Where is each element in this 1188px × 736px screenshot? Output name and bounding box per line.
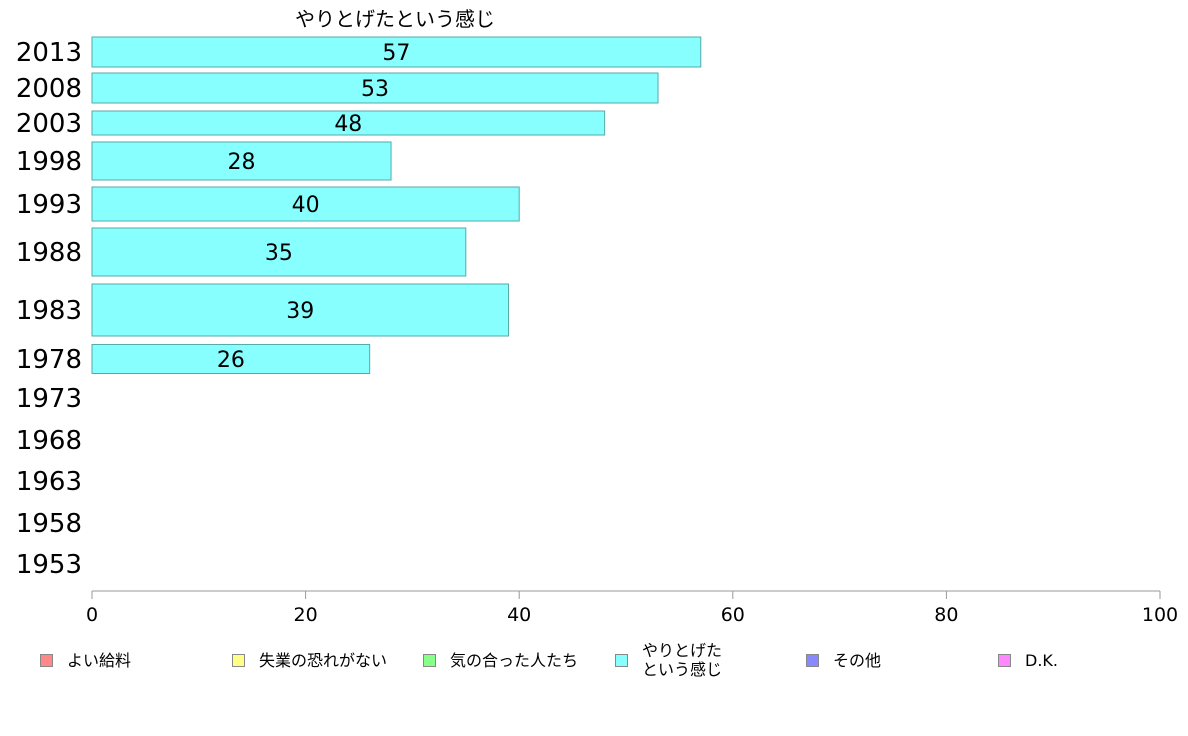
y-tick-label: 1998 bbox=[16, 147, 82, 177]
legend-swatch bbox=[232, 654, 245, 667]
legend-label: 気の合った人たち bbox=[450, 651, 579, 670]
legend-swatch bbox=[615, 653, 628, 667]
y-tick-label: 1983 bbox=[16, 296, 82, 326]
x-tick-label: 40 bbox=[507, 604, 531, 626]
x-tick-label: 100 bbox=[1142, 604, 1178, 626]
bar bbox=[91, 36, 702, 68]
bar-value-label: 57 bbox=[382, 41, 410, 66]
y-tick-label: 1993 bbox=[16, 190, 82, 220]
bar bbox=[91, 227, 467, 277]
bar-value-label: 40 bbox=[292, 193, 320, 218]
legend-swatch bbox=[40, 654, 53, 667]
x-tick-label: 60 bbox=[721, 604, 745, 626]
y-tick-label: 2008 bbox=[16, 74, 82, 104]
legend-item: 失業の恐れがない bbox=[232, 651, 387, 670]
y-tick-label: 1963 bbox=[16, 467, 82, 497]
bar-chart: やりとげたという感じ 57 53 48 28 40 35 39 26 2013 2008 2003… bbox=[16, 7, 1178, 626]
bar-value-label: 35 bbox=[265, 241, 293, 266]
legend-label: D.K. bbox=[1025, 651, 1058, 670]
legend-label: 失業の恐れがない bbox=[259, 651, 388, 670]
bar bbox=[91, 110, 606, 136]
bar-value-label: 53 bbox=[361, 77, 389, 102]
y-tick-label: 1958 bbox=[16, 509, 82, 539]
legend-label: その他 bbox=[833, 651, 882, 670]
bar-value-label: 48 bbox=[334, 112, 362, 137]
bar bbox=[91, 283, 510, 337]
legend-item: やりとげた という感じ bbox=[615, 641, 722, 679]
legend-swatch bbox=[998, 654, 1011, 667]
legend-item: その他 bbox=[806, 651, 881, 670]
y-tick-label: 2003 bbox=[16, 109, 82, 139]
bar bbox=[91, 72, 659, 104]
legend-label: よい給料 bbox=[67, 651, 132, 670]
y-tick-label: 1978 bbox=[16, 345, 82, 375]
bar bbox=[91, 344, 371, 374]
y-tick-label: 1973 bbox=[16, 384, 82, 414]
y-tick-label: 1988 bbox=[16, 238, 82, 268]
bar bbox=[91, 141, 392, 181]
legend-swatch bbox=[423, 654, 436, 667]
chart-title: やりとげたという感じ bbox=[295, 7, 495, 31]
y-tick-label: 2013 bbox=[16, 38, 82, 68]
x-tick-label: 0 bbox=[86, 604, 98, 626]
y-tick-label: 1968 bbox=[16, 426, 82, 456]
bar bbox=[91, 186, 520, 222]
legend-label: やりとげた という感じ bbox=[642, 641, 723, 679]
bar-value-label: 39 bbox=[286, 299, 314, 324]
legend-item: 気の合った人たち bbox=[423, 651, 578, 670]
legend-item: D.K. bbox=[998, 651, 1058, 670]
y-tick-label: 1953 bbox=[16, 550, 82, 580]
legend-item: よい給料 bbox=[40, 651, 131, 670]
legend-swatch bbox=[806, 654, 819, 667]
x-tick-label: 80 bbox=[934, 604, 958, 626]
bar-value-label: 28 bbox=[228, 150, 256, 175]
x-tick-label: 20 bbox=[294, 604, 318, 626]
legend: よい給料 失業の恐れがない 気の合った人たち やりとげた という感じ その他 D.K. bbox=[0, 640, 1188, 690]
bar-value-label: 26 bbox=[217, 348, 245, 373]
